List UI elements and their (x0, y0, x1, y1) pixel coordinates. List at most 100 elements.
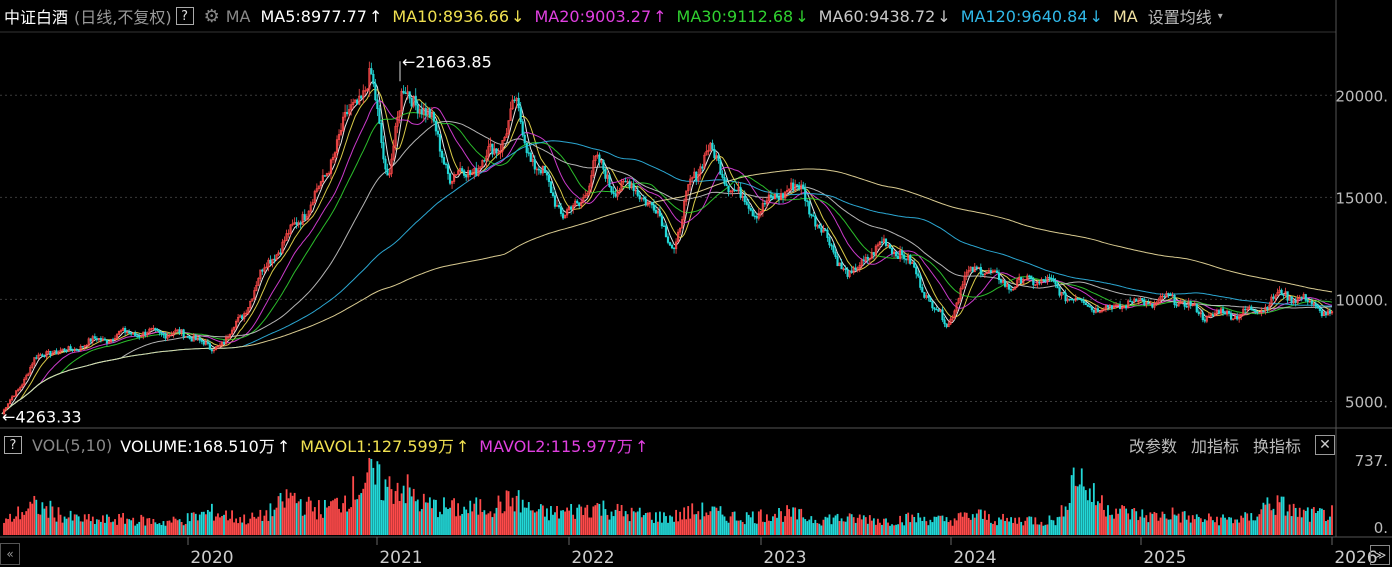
volume-bar (1240, 515, 1243, 535)
volume-bar (1318, 508, 1321, 535)
volume-help-button[interactable]: ? (4, 436, 22, 454)
volume-bar (741, 521, 744, 535)
volume-bar (5, 518, 7, 535)
volume-bar (89, 521, 92, 535)
candle-body (507, 120, 510, 135)
x-tick-label: 2025 (1143, 548, 1186, 567)
candle-body (228, 333, 232, 338)
candle-body (239, 315, 242, 318)
candle-body (176, 329, 179, 331)
candle-body (580, 201, 583, 206)
volume-bar (1254, 520, 1257, 535)
candle-body (1155, 303, 1158, 305)
scroll-left-button[interactable]: « (0, 543, 20, 565)
candle-body (1304, 294, 1307, 301)
volume-bar (1195, 514, 1198, 535)
candle-body (648, 202, 651, 204)
volume-bar (1274, 514, 1277, 535)
volume-bar (830, 524, 833, 535)
candle-body (892, 251, 896, 254)
volume-bar (1157, 520, 1160, 535)
volume-bar (552, 514, 554, 535)
volume-bar (406, 474, 409, 535)
volume-bar (130, 520, 133, 535)
candle-body (662, 225, 666, 227)
volume-bar (745, 512, 748, 535)
volume-bar (642, 515, 645, 535)
volume-bar (178, 519, 181, 535)
candle-body (465, 175, 468, 178)
volume-bar (558, 518, 560, 535)
candle-body (307, 210, 310, 217)
volume-bar (374, 484, 377, 535)
volume-bar (899, 515, 902, 535)
low-label: ←4263.33 (2, 408, 82, 427)
volume-bar (588, 517, 591, 535)
volume-bar (283, 507, 286, 535)
candle-body (1173, 294, 1176, 306)
candle-body (1072, 298, 1075, 301)
candle-body (491, 143, 494, 155)
help-button[interactable]: ? (175, 7, 194, 25)
set-ma-button[interactable]: 设置均线 (1147, 8, 1212, 27)
ma-value-label: MA (1112, 6, 1138, 26)
change-params-button[interactable]: 改参数 (1128, 437, 1177, 456)
volume-bar (172, 516, 175, 535)
candle-body (1288, 296, 1291, 301)
candle-body (590, 175, 593, 187)
scroll-right-button[interactable]: ≫ (1370, 545, 1390, 565)
candle-body (606, 174, 609, 179)
volume-bar (541, 505, 544, 535)
volume-bar (29, 501, 32, 535)
switch-indicator-button[interactable]: 换指标 (1252, 437, 1301, 456)
volume-bar (1312, 507, 1315, 535)
volume-bar (556, 505, 558, 535)
candle-body (570, 206, 573, 210)
volume-bar (144, 525, 147, 535)
gear-icon[interactable]: ⚙ (203, 5, 220, 27)
volume-bar (1068, 502, 1071, 535)
volume-bar (77, 516, 80, 535)
close-icon[interactable]: ✕ (1315, 435, 1335, 455)
candle-body (681, 219, 684, 229)
candle-body (1078, 298, 1081, 300)
candle-body (305, 216, 308, 221)
volume-bar (824, 516, 827, 535)
candle-body (39, 354, 42, 356)
candle-body (1264, 306, 1267, 312)
candle-body (788, 188, 791, 191)
candle-body (1163, 295, 1166, 298)
volume-bar (1278, 502, 1281, 535)
volume-bar (937, 515, 940, 535)
candle-body (725, 183, 728, 187)
candle-body (1007, 284, 1011, 290)
volume-bar (1070, 475, 1073, 535)
volume-bar (39, 514, 42, 535)
volume-bar (887, 522, 889, 535)
chevron-down-icon[interactable]: ▾ (1217, 10, 1223, 22)
candle-body (943, 319, 946, 325)
volume-bar (110, 522, 112, 535)
candle-body (656, 210, 660, 214)
candle-body (477, 168, 480, 176)
candle-body (1036, 281, 1039, 286)
volume-bar (287, 498, 290, 535)
candle-body (866, 256, 869, 260)
volume-bar (1173, 514, 1176, 535)
candle-body (826, 229, 829, 238)
volume-bar (404, 503, 407, 535)
candle-body (991, 270, 995, 273)
volume-bar (719, 506, 722, 535)
candle-body (132, 332, 135, 335)
candle-body (798, 185, 801, 190)
candle-body (269, 259, 272, 264)
candle-body (1310, 300, 1313, 305)
candle-body (202, 341, 205, 345)
volume-bar (378, 464, 381, 535)
volume-bar (626, 514, 629, 535)
volume-bar (1090, 501, 1093, 535)
candle-body (360, 95, 363, 99)
volume-bar (985, 519, 988, 535)
add-indicator-button[interactable]: 加指标 (1190, 437, 1239, 456)
